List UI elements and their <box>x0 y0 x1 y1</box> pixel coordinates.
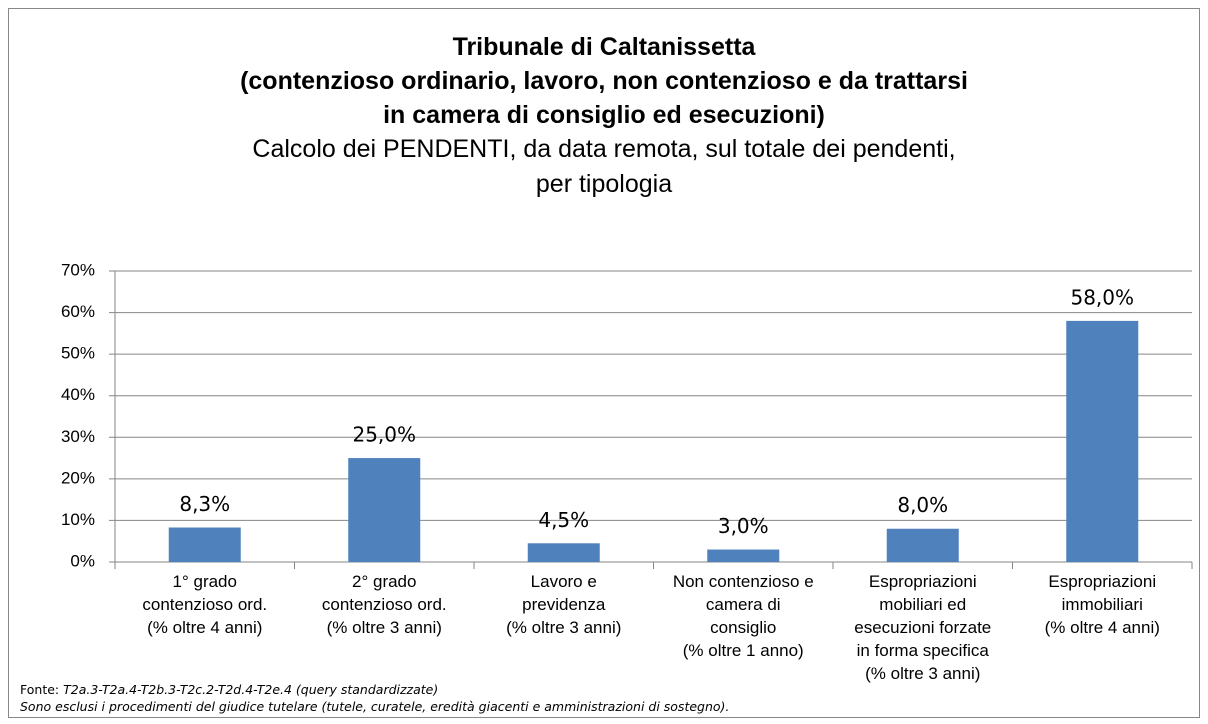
data-label: 25,0% <box>352 423 416 447</box>
bar <box>707 549 780 562</box>
y-tick-label: 20% <box>61 468 95 487</box>
y-tick-label: 40% <box>61 385 95 404</box>
x-tick-label: Non contenzioso e camera di consiglio (%… <box>672 572 814 660</box>
y-tick-label: 0% <box>70 551 95 570</box>
data-label: 3,0% <box>718 514 769 538</box>
bar <box>886 528 959 562</box>
source: T2a.3-T2a.4-T2b.3-T2c.2-T2d.4-T2e.4 (que… <box>63 682 439 697</box>
chart-border <box>8 8 1200 718</box>
y-tick-label: 50% <box>61 344 95 363</box>
x-tick-label: Espropriazioni immobiliari (% oltre 4 an… <box>1044 572 1160 637</box>
source-line: Fonte: T2a.3-T2a.4-T2b.3-T2c.2-T2d.4-T2e… <box>20 682 438 697</box>
note: Sono esclusi i procedimenti del giudice … <box>20 699 730 714</box>
x-tick-label: 2° grado contenzioso ord. (% oltre 3 ann… <box>321 572 447 637</box>
bar <box>348 458 421 562</box>
data-label: 8,3% <box>179 492 230 516</box>
bar <box>168 527 241 562</box>
chart-title: Tribunale di Caltanissetta (contenzioso … <box>240 33 968 129</box>
note-line: Sono esclusi i procedimenti del giudice … <box>20 699 729 714</box>
data-label: 4,5% <box>538 508 589 532</box>
y-tick-label: 30% <box>61 427 95 446</box>
chart-subtitle: Calcolo dei PENDENTI, da data remota, su… <box>252 135 956 198</box>
bar <box>1066 320 1139 562</box>
x-tick-label: Lavoro e previdenza (% oltre 3 anni) <box>506 572 622 637</box>
y-tick-label: 60% <box>61 302 95 321</box>
y-tick-label: 70% <box>61 260 95 279</box>
x-tick-label: 1° grado contenzioso ord. (% oltre 4 ann… <box>142 572 268 637</box>
source-label: Fonte: <box>20 682 60 697</box>
bar <box>527 543 600 562</box>
data-label: 58,0% <box>1070 285 1134 309</box>
data-label: 8,0% <box>897 493 948 517</box>
y-tick-label: 10% <box>61 510 95 529</box>
x-tick-label: Espropriazioni mobiliari ed esecuzioni f… <box>854 572 992 683</box>
